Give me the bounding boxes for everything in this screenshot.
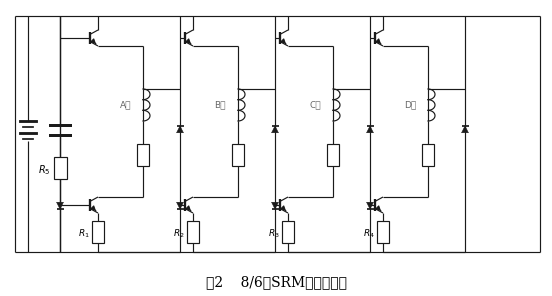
Text: C相: C相 bbox=[309, 101, 321, 110]
Bar bbox=[327, 144, 339, 166]
Bar bbox=[377, 221, 389, 243]
Text: $R_2$: $R_2$ bbox=[173, 228, 185, 240]
Polygon shape bbox=[272, 202, 279, 209]
Bar bbox=[92, 221, 104, 243]
Text: D相: D相 bbox=[404, 101, 416, 110]
Polygon shape bbox=[367, 202, 374, 209]
Polygon shape bbox=[177, 126, 183, 133]
Bar bbox=[282, 221, 294, 243]
Text: A相: A相 bbox=[119, 101, 131, 110]
Text: 图2    8/6极SRM电路结构图: 图2 8/6极SRM电路结构图 bbox=[205, 275, 347, 289]
Polygon shape bbox=[367, 126, 374, 133]
Bar bbox=[232, 144, 244, 166]
Text: $R_3$: $R_3$ bbox=[268, 228, 280, 240]
Bar bbox=[422, 144, 434, 166]
Bar bbox=[137, 144, 149, 166]
Text: $R_5$: $R_5$ bbox=[39, 163, 51, 177]
Bar bbox=[54, 157, 66, 179]
Bar bbox=[187, 221, 199, 243]
Text: $R_1$: $R_1$ bbox=[78, 228, 90, 240]
Polygon shape bbox=[177, 202, 183, 209]
Polygon shape bbox=[56, 202, 63, 209]
Text: $R_4$: $R_4$ bbox=[363, 228, 375, 240]
Polygon shape bbox=[272, 126, 279, 133]
Polygon shape bbox=[461, 126, 469, 133]
Text: B相: B相 bbox=[215, 101, 226, 110]
